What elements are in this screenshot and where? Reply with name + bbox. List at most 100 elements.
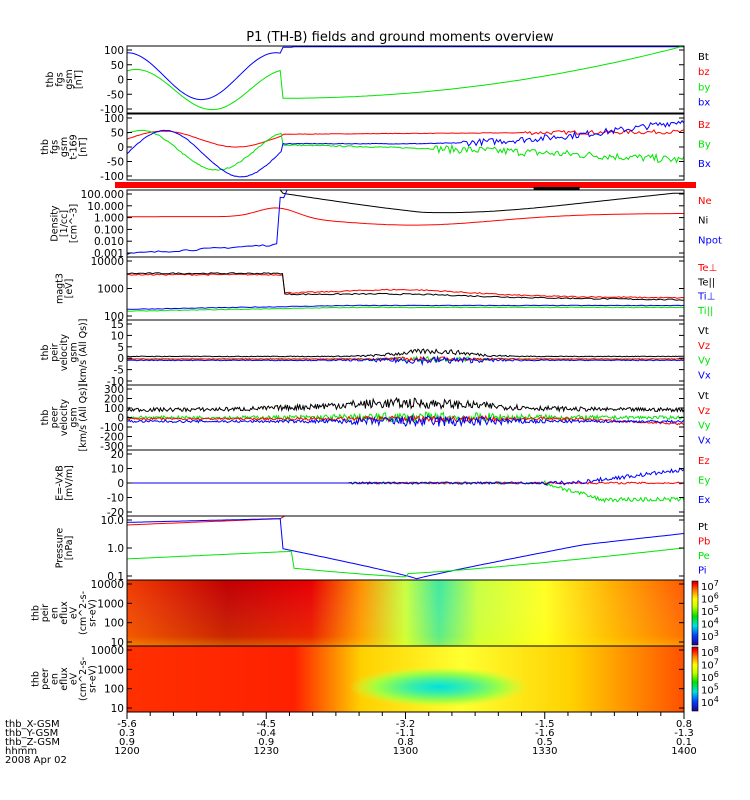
series-line-fgs_t169-2	[127, 119, 684, 178]
y-axis-label-line: Density	[50, 205, 61, 241]
series-line-pressure-1	[127, 518, 684, 580]
legend-entry: Ez	[698, 456, 710, 467]
y-axis-label-line: thb	[31, 671, 42, 687]
y-axis-label-line: [eV]	[64, 279, 75, 299]
y-axis-label-line: [km/s (All Qs)]	[78, 384, 89, 452]
legend-entry: Vz	[698, 341, 710, 352]
legend-entry: Ex	[698, 495, 710, 506]
series-line-temperature-0	[127, 273, 684, 299]
legend-entry: bx	[698, 98, 710, 109]
x-tick-label: 0.1	[676, 737, 692, 748]
series-line-fgs_t169-1	[127, 129, 684, 171]
y-axis-label-line: eflux	[59, 601, 70, 625]
series-line-temperature-1	[127, 272, 684, 301]
figure-title: P1 (TH-B) fields and ground moments over…	[246, 30, 554, 45]
x-row-label: 2008 Apr 02	[5, 755, 67, 766]
legend-entry: Ey	[698, 475, 710, 486]
y-tick-label: 1.0	[107, 543, 124, 555]
x-tick-label: 0.8	[398, 737, 414, 748]
series-line-efield-2	[127, 467, 684, 486]
series-line-pressure-2	[127, 547, 684, 578]
y-tick-label: 100	[104, 403, 124, 415]
y-axis-label-line: peer	[50, 407, 61, 429]
legend-entry: Pb	[698, 537, 710, 548]
legend-entry: Pt	[698, 522, 708, 533]
legend-entry: Pi	[698, 566, 707, 577]
legend-entry: bz	[698, 67, 710, 78]
x-tick-label: -4.5	[256, 719, 276, 730]
y-axis-label-line: thb	[31, 605, 42, 621]
series-line-density-1	[127, 207, 684, 226]
legend-entry: Vt	[698, 326, 709, 337]
x-tick-label: 1230	[254, 746, 279, 757]
y-axis-label-line: sr-eV)	[88, 599, 99, 627]
y-axis-label-line: (cm^2-s-	[78, 657, 89, 701]
y-tick-label: -50	[107, 157, 124, 169]
y-tick-label: 0.1	[107, 571, 124, 583]
y-tick-label: 50	[111, 128, 124, 140]
y-axis-label-efield: E=-VxB[mV/m]	[54, 465, 75, 501]
legend-entry: Npot	[698, 235, 722, 246]
y-tick-label: 0	[117, 353, 124, 365]
series-line-density-0	[127, 189, 684, 214]
x-tick-label: 1400	[671, 746, 696, 757]
x-tick-label: 0.8	[676, 719, 692, 730]
y-axis-label-line: peir	[40, 604, 51, 623]
y-axis-label-line: E=-VxB	[54, 465, 65, 500]
y-tick-label: 10	[111, 703, 124, 715]
y-tick-label: 10.000	[87, 201, 124, 213]
x-row-label: thb_X-GSM	[5, 719, 60, 730]
y-axis-label-line: fgs	[54, 72, 65, 86]
legend-entry: Vz	[698, 406, 710, 417]
y-tick-label: 10	[111, 330, 124, 342]
y-axis-label-line: magt3	[54, 273, 65, 304]
x-row-label: thb_Y-GSM	[5, 728, 58, 739]
y-tick-label: 1.000	[94, 213, 124, 225]
y-axis-label-density: Density[1/cc][cm^-3]	[50, 204, 80, 243]
x-tick-label: -5.6	[117, 719, 137, 730]
series-line-fgs_t169-0	[127, 129, 684, 148]
y-axis-label-line: thb	[40, 410, 51, 426]
y-axis-label-pressure: Pressure[nPa]	[54, 528, 75, 569]
series-line-peer_vel-0	[127, 396, 684, 413]
y-axis-label-line: eV	[69, 672, 80, 685]
legend-entry: Ti⊥	[697, 292, 715, 303]
y-axis-label-line: [1/cc]	[59, 210, 70, 237]
y-tick-label: -100	[100, 171, 124, 183]
y-tick-label: 0	[117, 413, 124, 425]
y-axis-label-line: eflux	[59, 667, 70, 691]
y-axis-label-line: [cm^-3]	[69, 204, 80, 243]
legend-entry: Bt	[698, 52, 709, 63]
y-axis-label-line: [mV/m]	[64, 465, 75, 501]
y-axis-label-line: thb	[40, 345, 51, 361]
y-axis-label-line: gsm	[64, 69, 75, 89]
y-axis-label-line: [km/s (All Qs)]	[78, 319, 89, 387]
y-axis-label-line: (cm^2-s-	[78, 591, 89, 635]
x-row-label: thb_Z-GSM	[5, 737, 60, 748]
panel-temperature: Te⊥ Te|| Ti⊥ Ti|| 10000 1000 100 magt3[eV]	[54, 256, 717, 323]
mode-bar	[115, 182, 696, 188]
legend-entry: Pe	[698, 551, 710, 562]
y-axis-label-line: thb	[45, 72, 56, 88]
y-axis-label-line: t-169	[69, 134, 80, 159]
spectrogram-core	[348, 666, 529, 707]
y-axis-label-line: gsm	[69, 342, 80, 362]
panel-peer_spec: 10810710610510410000100010010thbpeerenef…	[31, 645, 719, 715]
series-line-peir_vel-0	[127, 348, 684, 358]
series-line-fgs-0	[127, 46, 684, 101]
legend-entry: Vx	[698, 435, 711, 446]
y-axis-label-line: sr-eV)	[88, 665, 99, 693]
y-axis-label-temperature: magt3[eV]	[54, 273, 75, 304]
panel-frame	[126, 45, 685, 114]
y-tick-label: 10000	[91, 645, 124, 657]
x-tick-label: 1200	[114, 746, 139, 757]
x-tick-label: -0.4	[256, 728, 276, 739]
y-tick-label: -300	[100, 441, 124, 453]
legend-entry: by	[698, 82, 710, 93]
